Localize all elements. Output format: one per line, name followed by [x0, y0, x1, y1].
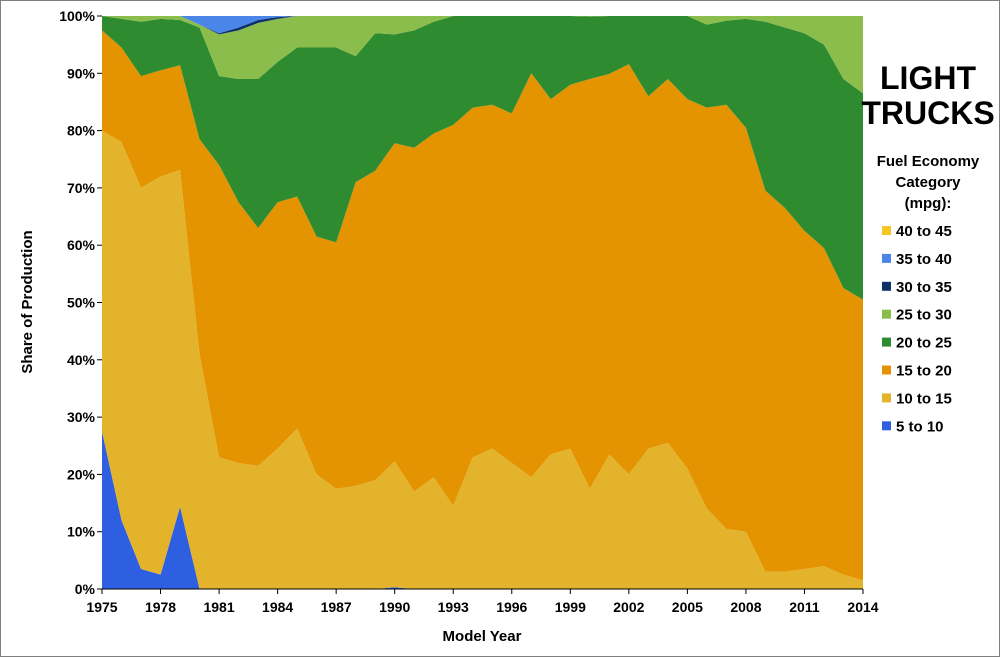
legend-swatch [882, 226, 891, 235]
x-tick-label: 2005 [672, 599, 703, 615]
area-25-to-30 [102, 16, 863, 94]
x-tick-label: 1987 [321, 599, 352, 615]
x-tick-label: 1981 [203, 599, 234, 615]
stacked-areas [102, 16, 863, 589]
y-axis-title: Share of Production [19, 230, 36, 373]
x-axis-title: Model Year [443, 628, 522, 645]
legend-swatch [882, 309, 891, 319]
y-tick-label: 100% [59, 8, 95, 24]
legend-label: 30 to 35 [896, 279, 952, 296]
legend-item-10-to-15: 10 to 15 [882, 390, 952, 407]
x-axis-ticks: 1975 1978 1981 1984 1987 1990 1993 1996 1999 2002… [86, 589, 879, 615]
x-tick-label: 2002 [613, 599, 644, 615]
chart-title-line: TRUCKS [861, 95, 994, 131]
y-tick-label: 20% [67, 466, 96, 482]
y-tick-label: 70% [67, 180, 96, 196]
legend-swatch [882, 421, 891, 431]
x-tick-label: 1996 [496, 599, 527, 615]
y-tick-label: 50% [67, 295, 96, 311]
legend-swatch [882, 393, 891, 403]
legend-swatch [882, 365, 891, 375]
x-tick-label: 2014 [847, 599, 878, 615]
y-tick-label: 10% [67, 524, 96, 540]
y-axis-ticks: 0% 10% 20% 30% 40% 50% 60% 70% 80% 90% 100% [59, 8, 102, 597]
y-tick-label: 0% [75, 581, 96, 597]
legend-swatch [882, 337, 891, 347]
legend-swatch [882, 253, 891, 263]
chart-title: LIGHT TRUCKS [861, 60, 994, 131]
legend-label: 40 to 45 [896, 223, 952, 240]
legend-title-line: (mpg): [905, 195, 952, 212]
legend-title-line: Fuel Economy [877, 153, 980, 170]
legend-item-15-to-20: 15 to 20 [882, 363, 952, 380]
x-tick-label: 2008 [730, 599, 761, 615]
legend-item-40-to-45: 40 to 45 [882, 223, 952, 240]
legend-label: 5 to 10 [896, 418, 944, 435]
area-5-to-10 [102, 431, 863, 589]
legend-label: 35 to 40 [896, 251, 952, 268]
area-10-to-15 [102, 130, 863, 589]
legend-label: 20 to 25 [896, 335, 952, 352]
x-tick-label: 1990 [379, 599, 410, 615]
y-tick-label: 90% [67, 65, 96, 81]
legend-item-25-to-30: 25 to 30 [882, 307, 952, 324]
y-tick-label: 30% [67, 409, 96, 425]
area-20-to-25 [102, 16, 863, 300]
legend-item-30-to-35: 30 to 35 [882, 279, 952, 296]
chart-title-line: LIGHT [880, 60, 976, 96]
x-tick-label: 1993 [438, 599, 469, 615]
y-tick-label: 60% [67, 237, 96, 253]
x-tick-label: 1978 [145, 599, 176, 615]
legend-title: Fuel Economy Category (mpg): [877, 153, 980, 212]
legend-label: 10 to 15 [896, 390, 952, 407]
x-tick-label: 1984 [262, 599, 293, 615]
legend-item-35-to-40: 35 to 40 [882, 251, 952, 268]
x-tick-label: 1975 [86, 599, 117, 615]
y-tick-label: 80% [67, 123, 96, 139]
legend-title-line: Category [895, 174, 961, 191]
legend-item-20-to-25: 20 to 25 [882, 335, 952, 352]
legend-label: 15 to 20 [896, 363, 952, 380]
area-15-to-20 [102, 30, 863, 581]
y-tick-label: 40% [67, 352, 96, 368]
legend-label: 25 to 30 [896, 307, 952, 324]
legend-item-5-to-10: 5 to 10 [882, 418, 944, 435]
legend-swatch [882, 281, 891, 291]
legend: 40 to 45 35 to 40 30 to 35 25 to 30 20 to 25… [882, 223, 952, 435]
x-tick-label: 2011 [789, 599, 820, 615]
x-tick-label: 1999 [555, 599, 586, 615]
